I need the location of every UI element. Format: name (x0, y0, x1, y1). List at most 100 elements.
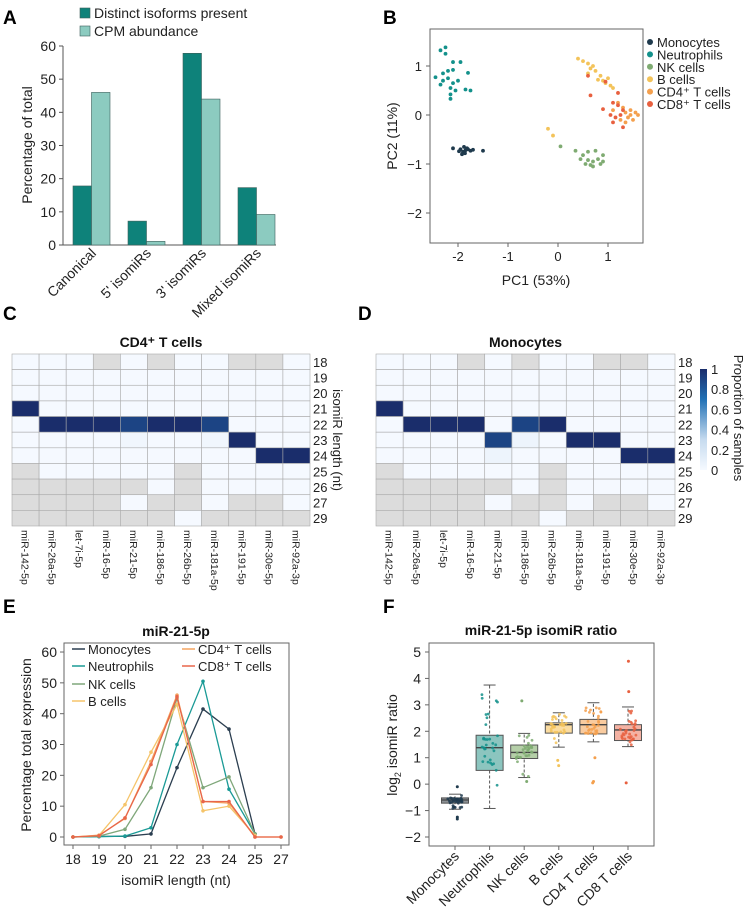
heatmap-cell (282, 416, 311, 433)
heatmap-cell (511, 463, 540, 480)
y-tick-label: 20 (41, 767, 57, 783)
scatter-point (583, 162, 588, 166)
heatmap-cell (538, 431, 567, 449)
heatmap-cell (120, 416, 148, 433)
scatter-point (466, 70, 470, 75)
heatmap-cell (147, 369, 175, 386)
legend-label: CD8⁺ T cells (657, 97, 731, 112)
heatmap-cell (593, 353, 621, 370)
heatmap-cell (11, 510, 40, 527)
x-tick-label: Canonical (44, 245, 99, 300)
y-tick-label: −2 (405, 829, 421, 845)
heatmap-cell (11, 369, 40, 386)
jitter-point (522, 744, 526, 748)
data-point (201, 707, 205, 711)
row-label: 29 (678, 511, 692, 526)
legend-label: CD4⁺ T cells (657, 85, 731, 100)
heatmap-cell (255, 494, 284, 511)
scatter-point (441, 78, 445, 83)
row-label: 21 (313, 402, 327, 417)
heatmap-cell (511, 431, 540, 449)
heatmap-cell (174, 416, 202, 433)
column-label: miR-21-5p (491, 530, 503, 579)
heatmap-cell (255, 510, 284, 527)
y-tick-label: 30 (41, 737, 57, 753)
data-point (149, 825, 153, 830)
outlier-point (626, 659, 630, 663)
heatmap-cell (647, 478, 676, 496)
y-tick-label: 2 (413, 723, 421, 739)
jitter-point (628, 740, 632, 744)
heatmap-cell (620, 353, 649, 370)
jitter-point (530, 745, 533, 749)
y-tick-label: 5 (413, 644, 421, 660)
bar-distinct (72, 185, 92, 246)
jitter-point (494, 699, 498, 703)
column-label: let-7i-5p (73, 530, 85, 568)
heatmap-cell (92, 510, 121, 527)
heatmap-cell (484, 478, 513, 496)
scatter-point (588, 66, 593, 71)
scatter-point (446, 69, 450, 73)
data-point (149, 832, 153, 836)
heatmap-cell (11, 447, 40, 464)
heatmap-cell (201, 478, 230, 496)
heatmap-cell (484, 510, 513, 527)
scatter-point (626, 115, 630, 120)
scatter-point (611, 120, 615, 125)
heatmap-cell (430, 447, 458, 464)
row-label: 24 (313, 449, 327, 464)
jitter-point (523, 746, 527, 750)
heatmap-cell (457, 447, 486, 464)
heatmap-cell (484, 463, 513, 480)
column-label: miR-92a-3p (654, 530, 666, 585)
panel-label: B (383, 8, 397, 29)
x-tick-label: 23 (195, 851, 211, 867)
jitter-point (484, 713, 488, 716)
scatter-point (586, 149, 590, 154)
heatmap-cell (65, 431, 94, 449)
scatter-point (611, 86, 615, 90)
x-tick-label: 5' isomiRs (97, 245, 154, 302)
heatmap-cell (174, 494, 202, 511)
y-tick-label: 0 (415, 108, 422, 123)
heatmap-cell (375, 369, 404, 386)
column-label: miR-142-5p (19, 530, 31, 585)
jitter-point (488, 758, 492, 762)
jitter-point (496, 734, 499, 738)
heatmap-cell (147, 447, 175, 464)
jitter-point (525, 735, 529, 739)
heatmap-cell (201, 463, 230, 480)
chart-title: miR-21-5p (142, 623, 210, 639)
heatmap-cell (228, 447, 257, 464)
heatmap-cell (375, 478, 404, 496)
heatmap-cell (430, 463, 458, 480)
jitter-point (625, 729, 628, 732)
bar-cpm (256, 214, 276, 246)
x-tick-label: 21 (143, 851, 159, 867)
data-point (227, 727, 231, 731)
heatmap-cell (147, 353, 175, 370)
jitter-point (452, 796, 456, 800)
heatmap-cell (92, 369, 121, 386)
jitter-point (526, 748, 530, 752)
jitter-point (594, 706, 598, 710)
heatmap-cell (228, 416, 257, 433)
heatmap-cell (620, 384, 649, 402)
scatter-point (611, 100, 615, 105)
heatmap-cell (402, 463, 431, 480)
jitter-point (492, 762, 496, 766)
jitter-point (460, 798, 464, 802)
heatmap-cell (201, 510, 230, 527)
data-point (201, 679, 205, 684)
outlier-point (627, 690, 631, 694)
heatmap-cell (565, 369, 594, 386)
scatter-point (591, 159, 595, 164)
x-tick-label: 25 (247, 851, 263, 867)
y-axis-label: Percentage total expression (18, 658, 34, 832)
heatmap-cell (65, 384, 94, 402)
heatmap-cell (174, 463, 202, 480)
outlier-point (455, 785, 459, 789)
jitter-point (480, 696, 484, 700)
